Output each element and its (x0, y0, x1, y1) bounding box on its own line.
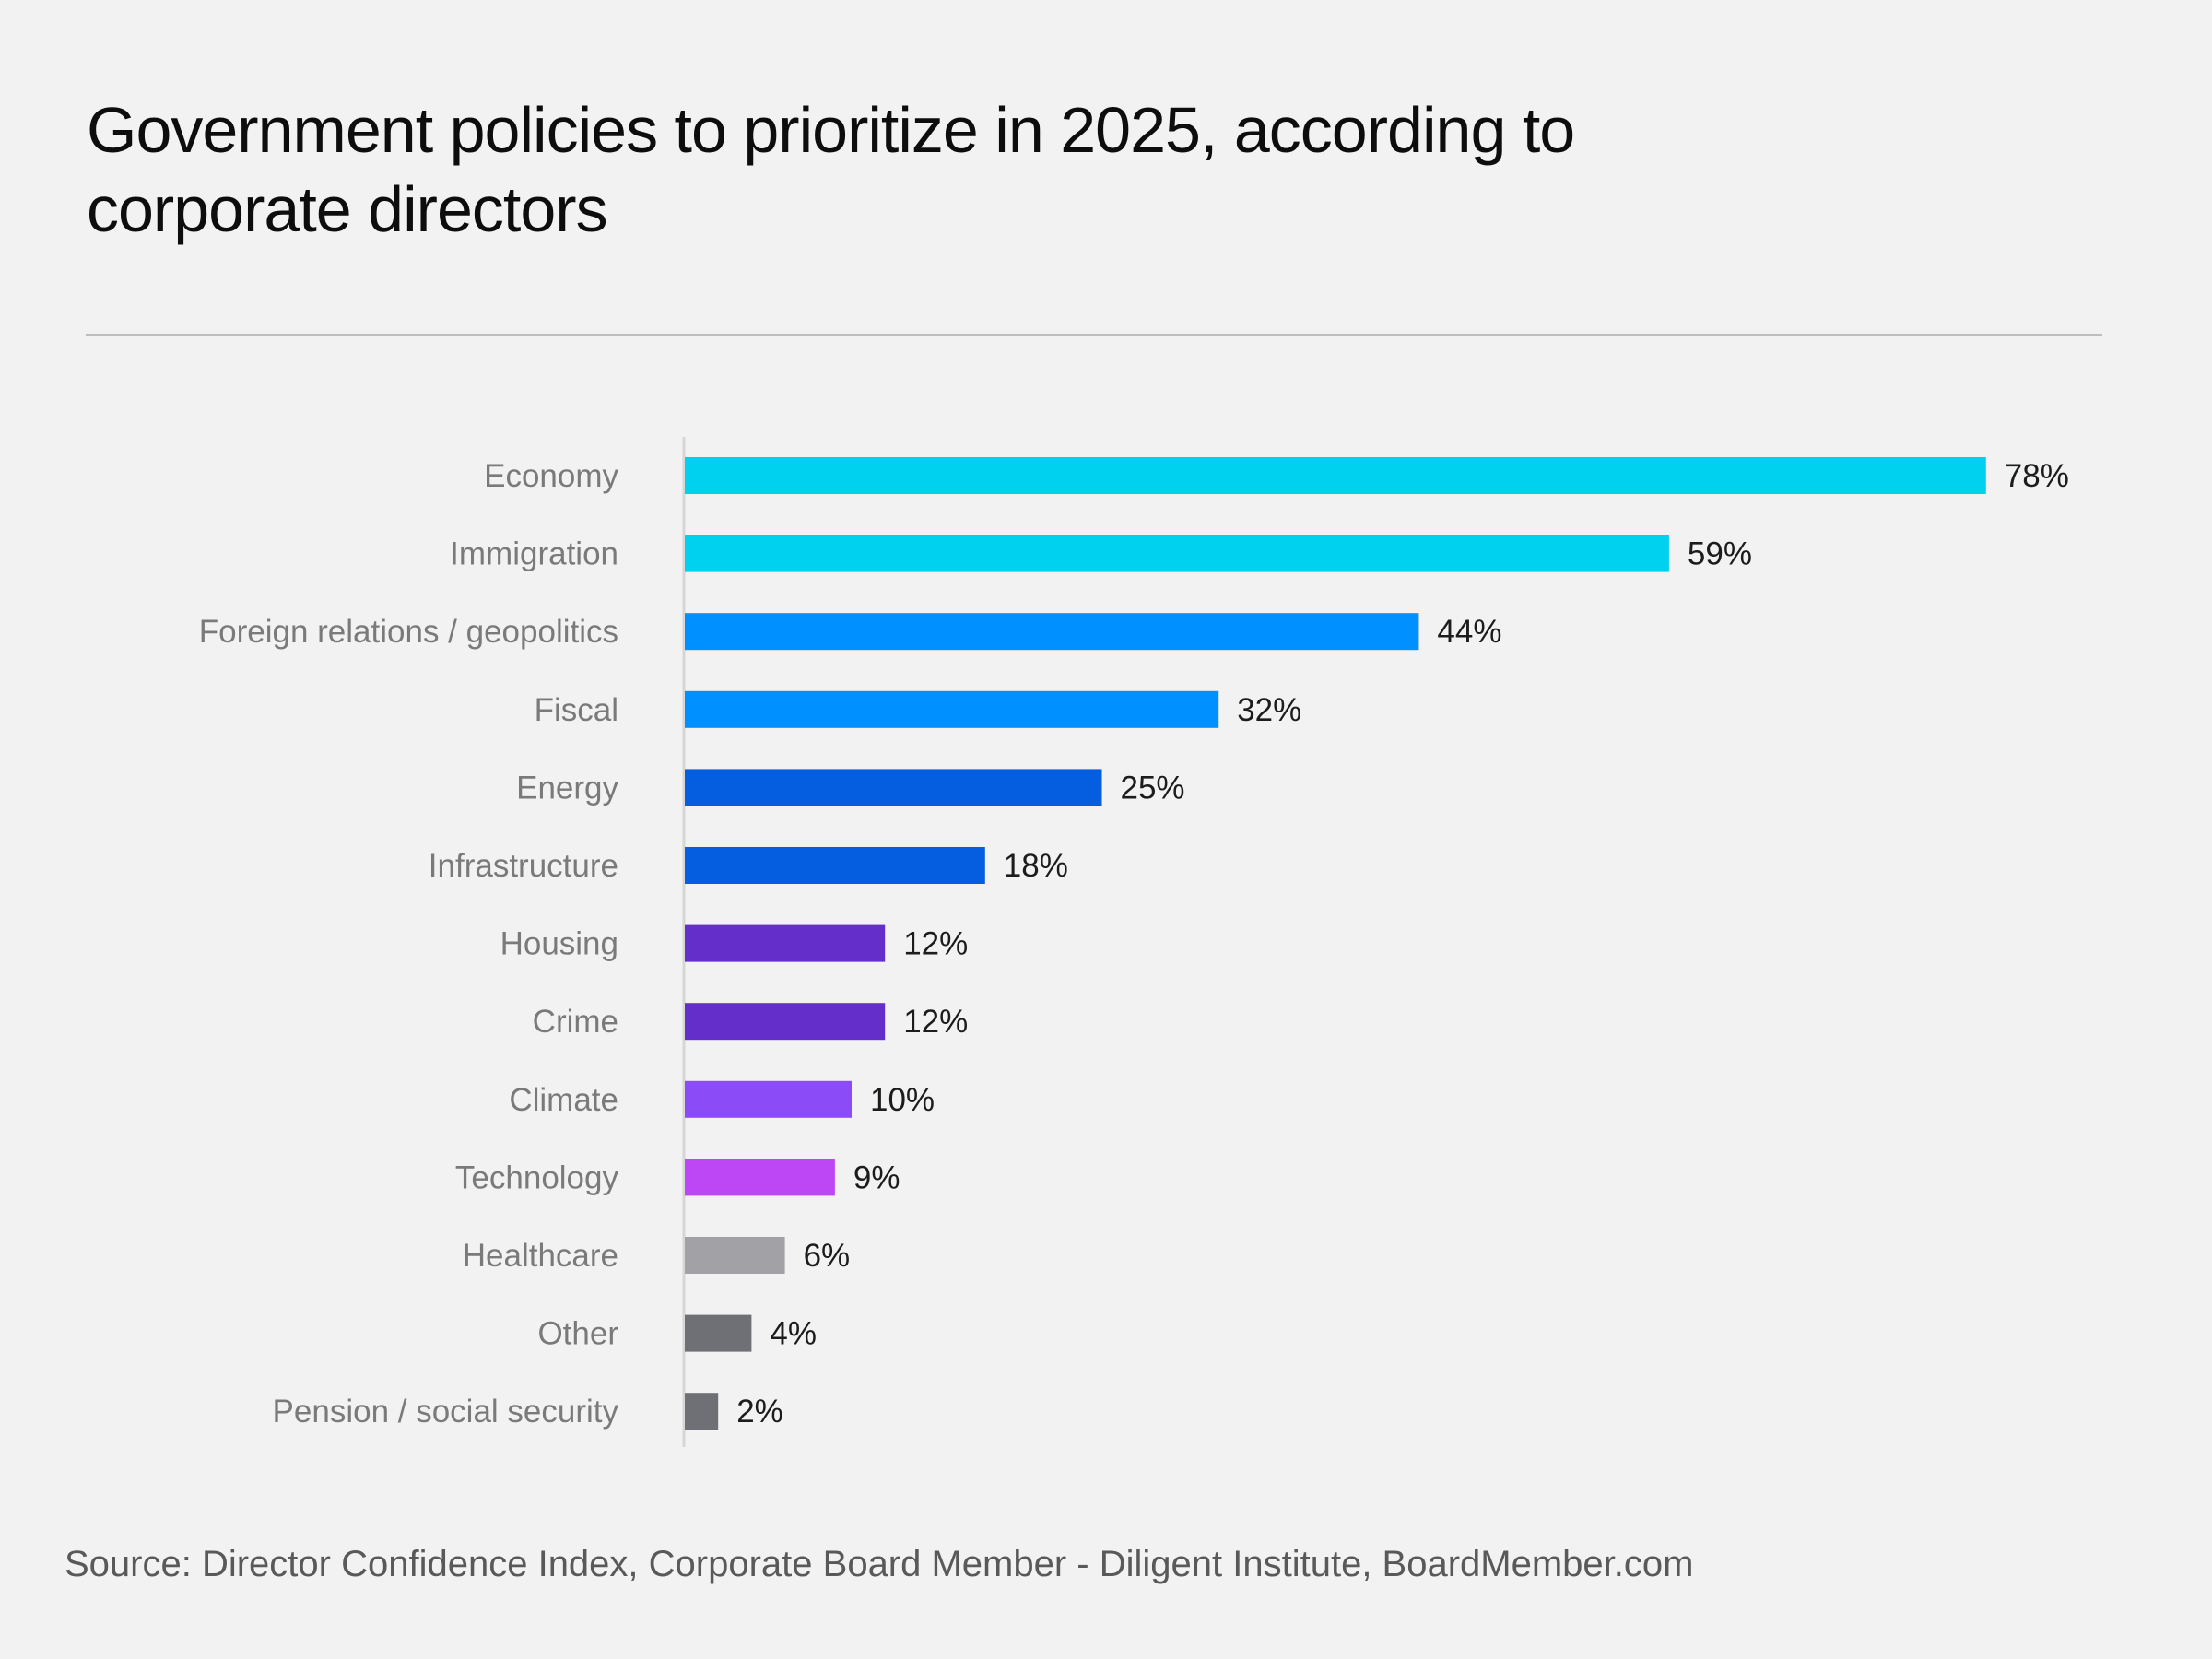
value-label-fiscal: 32% (1237, 692, 1301, 728)
category-label-infrastructure: Infrastructure (429, 848, 618, 884)
bar-crime (685, 1003, 886, 1041)
value-label-other: 4% (770, 1316, 817, 1352)
value-label-pension-social-security: 2% (736, 1394, 783, 1430)
value-label-foreign-relations-geopolitics: 44% (1437, 614, 1501, 650)
chart-title-line-1: Government policies to prioritize in 202… (87, 94, 1575, 166)
value-label-housing: 12% (903, 926, 968, 962)
value-label-immigration: 59% (1688, 536, 1752, 572)
bar-technology (685, 1159, 835, 1196)
category-label-foreign-relations-geopolitics: Foreign relations / geopolitics (199, 614, 618, 650)
bar-healthcare (685, 1237, 785, 1274)
bar-climate (685, 1080, 852, 1118)
bar-economy (685, 457, 1986, 494)
value-label-crime: 12% (903, 1004, 968, 1040)
category-label-housing: Housing (500, 926, 618, 962)
bar-housing (685, 924, 886, 962)
category-label-crime: Crime (533, 1004, 618, 1040)
category-label-energy: Energy (516, 770, 618, 806)
value-label-healthcare: 6% (804, 1238, 851, 1274)
bar-other (685, 1314, 752, 1352)
value-label-infrastructure: 18% (1004, 848, 1068, 884)
bar-pension-social-security (685, 1393, 719, 1430)
value-label-energy: 25% (1121, 770, 1185, 806)
category-label-economy: Economy (484, 458, 618, 494)
bar-energy (685, 769, 1102, 806)
bar-foreign-relations-geopolitics (685, 613, 1419, 651)
value-label-technology: 9% (853, 1159, 900, 1195)
bar-immigration (685, 535, 1669, 572)
category-label-pension-social-security: Pension / social security (273, 1394, 619, 1430)
bars-group: Economy 78% Immigration 59% Foreign relation… (199, 457, 2069, 1430)
chart-title: Government policies to prioritize in 202… (87, 90, 2022, 249)
category-label-climate: Climate (509, 1082, 618, 1118)
category-label-other: Other (537, 1316, 618, 1352)
category-label-technology: Technology (455, 1159, 619, 1195)
title-divider (86, 334, 2102, 336)
source-note: Source: Director Confidence Index, Corpo… (65, 1544, 1694, 1584)
category-label-immigration: Immigration (450, 536, 618, 572)
category-label-healthcare: Healthcare (463, 1238, 618, 1274)
value-label-economy: 78% (2005, 458, 2069, 494)
value-label-climate: 10% (870, 1082, 935, 1118)
bar-infrastructure (685, 847, 985, 884)
bar-fiscal (685, 690, 1219, 728)
chart-title-line-2: corporate directors (87, 173, 608, 245)
category-label-fiscal: Fiscal (535, 692, 618, 728)
